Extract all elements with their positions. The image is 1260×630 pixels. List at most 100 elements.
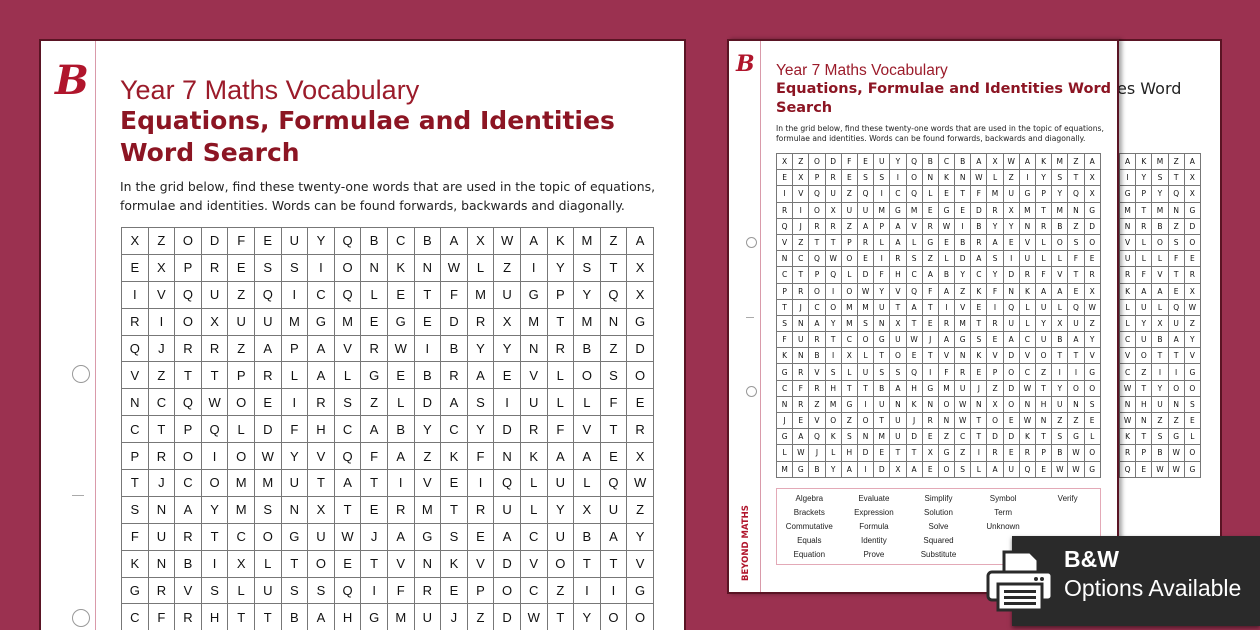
grid-cell: X (890, 461, 907, 478)
grid-cell: Y (627, 523, 654, 551)
grid-cell: F (387, 577, 415, 605)
grid-cell: L (922, 186, 939, 203)
grid-cell: B (955, 234, 972, 252)
grid-cell: X (1152, 315, 1169, 333)
grid-cell: D (1003, 267, 1020, 284)
grid-cell: L (1184, 429, 1201, 446)
grid-cell: M (388, 604, 415, 630)
grid-cell: X (1003, 202, 1020, 219)
grid-cell: O (228, 443, 255, 471)
grid-cell: T (1068, 348, 1085, 365)
grid-cell: W (254, 443, 282, 471)
grid-cell: V (414, 470, 442, 497)
word-list-item: Squared (923, 536, 954, 545)
grid-cell: A (441, 389, 468, 417)
grid-cell: S (987, 251, 1004, 268)
grid-cell: Z (841, 186, 858, 203)
grid-cell: N (1019, 396, 1036, 413)
grid-cell: Q (906, 186, 923, 203)
grid-cell: R (175, 523, 202, 551)
grid-cell: I (387, 470, 415, 497)
grid-cell: E (467, 523, 495, 551)
grid-cell: I (494, 389, 521, 417)
grid-cell: N (793, 348, 810, 365)
grid-cell: X (890, 315, 907, 333)
grid-cell: Z (1168, 413, 1185, 430)
grid-cell: C (441, 416, 468, 444)
grid-cell: T (1168, 267, 1185, 284)
grid-cell: R (467, 308, 495, 336)
grid-cell: M (841, 299, 858, 316)
grid-cell: V (1184, 348, 1201, 365)
grid-cell: A (1152, 283, 1169, 300)
grid-cell: L (1019, 315, 1036, 333)
grid-cell: A (1068, 332, 1085, 349)
grid-cell: S (600, 362, 628, 390)
grid-cell: W (1120, 380, 1137, 397)
grid-cell: Y (1036, 315, 1053, 333)
grid-cell: T (1136, 429, 1153, 446)
grid-cell: N (1136, 413, 1153, 430)
grid-cell: R (777, 202, 794, 219)
grid-cell: S (254, 496, 282, 524)
grid-cell: G (520, 281, 548, 309)
grid-cell: O (1184, 380, 1201, 397)
grid-cell: G (361, 604, 388, 630)
grid-cell: V (520, 550, 548, 578)
grid-cell: R (809, 218, 826, 235)
grid-cell: I (281, 281, 309, 309)
grid-cell: G (281, 523, 309, 551)
grid-cell: K (1136, 154, 1153, 171)
grid-cell: R (254, 362, 282, 390)
grid-cell: E (361, 308, 388, 336)
grid-cell: X (825, 202, 842, 219)
grid-cell: G (874, 332, 891, 349)
grid-cell: A (1120, 154, 1137, 171)
grid-cell: U (254, 308, 282, 336)
grid-cell: S (874, 364, 891, 381)
grid-cell: V (334, 335, 362, 363)
grid-cell: Y (825, 315, 842, 333)
grid-cell: T (122, 470, 149, 497)
grid-cell: Z (627, 496, 654, 524)
grid-cell: B (1052, 218, 1069, 235)
grid-cell: Y (1152, 186, 1169, 203)
grid-cell: G (777, 364, 794, 381)
grid-cell: L (857, 348, 875, 365)
grid-cell: A (254, 335, 282, 363)
grid-cell: N (955, 348, 972, 365)
grid-cell: V (467, 550, 495, 578)
grid-cell: T (201, 523, 229, 551)
grid-cell: L (1152, 251, 1169, 268)
grid-cell: X (467, 228, 495, 255)
grid-cell: W (793, 445, 810, 462)
grid-cell: N (971, 396, 988, 413)
grid-cell: F (777, 332, 794, 349)
grid-cell: X (627, 254, 654, 282)
grid-cell: P (841, 234, 858, 252)
grid-cell: F (228, 228, 255, 255)
grid-cell: S (906, 251, 923, 268)
grid-cell: Z (1052, 413, 1069, 430)
grid-cell: G (1184, 364, 1201, 381)
grid-cell: V (1120, 234, 1137, 252)
grid-cell: L (1136, 251, 1153, 268)
grid-cell: R (1136, 218, 1153, 235)
grid-cell: U (1152, 396, 1169, 413)
grid-cell: E (955, 202, 972, 219)
grid-cell: I (520, 254, 548, 282)
grid-cell: B (809, 348, 826, 365)
grid-cell: N (890, 396, 907, 413)
grid-cell: W (971, 170, 988, 187)
grid-cell: S (1052, 170, 1069, 187)
grid-cell: I (1152, 364, 1169, 381)
grid-cell: B (414, 228, 442, 255)
grid-cell: D (441, 308, 468, 336)
grid-cell: V (1152, 267, 1169, 284)
word-list-item: Algebra (795, 494, 824, 503)
grid-cell: E (122, 254, 149, 282)
grid-cell: R (520, 416, 548, 444)
grid-cell: D (825, 154, 842, 171)
grid-cell: G (890, 202, 907, 219)
grid-cell: C (175, 470, 202, 497)
